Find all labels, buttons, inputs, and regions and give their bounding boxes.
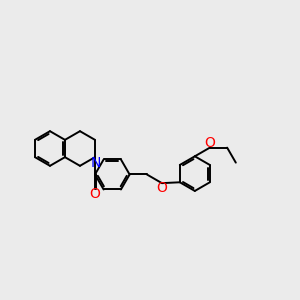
Text: O: O — [89, 187, 100, 201]
Text: N: N — [90, 155, 101, 170]
Text: O: O — [157, 181, 167, 195]
Text: O: O — [204, 136, 215, 150]
